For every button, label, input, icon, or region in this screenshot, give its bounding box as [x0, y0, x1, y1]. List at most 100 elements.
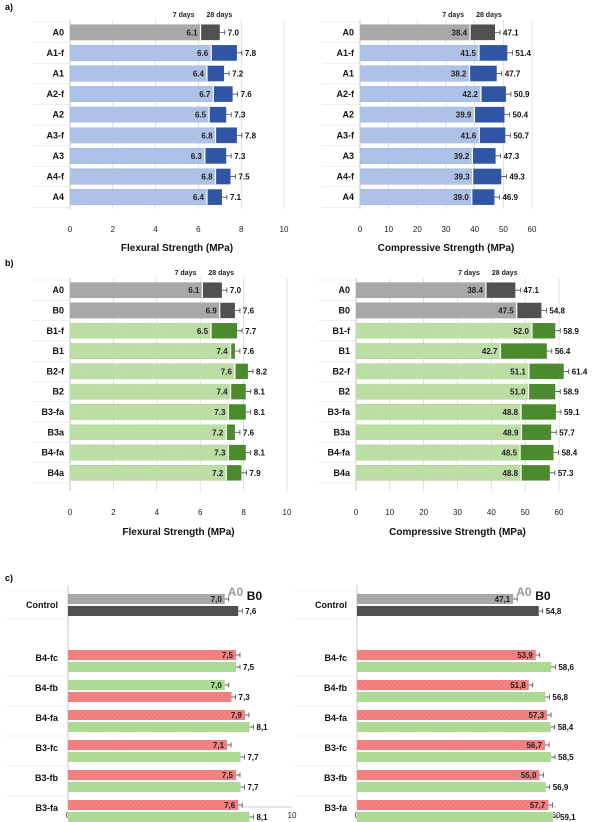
bar-control-a0: [68, 594, 225, 604]
x-tick-label: 8: [239, 225, 244, 234]
panel-label: c): [5, 573, 13, 583]
bar-7-days-texture: [70, 86, 214, 102]
data-label: 8,1: [256, 723, 268, 732]
error-bar: [247, 368, 254, 374]
data-label: 7,6: [224, 801, 236, 810]
data-label-28-days: 51.4: [515, 49, 531, 58]
panel-label: b): [5, 258, 14, 268]
data-label-7-days: 42.7: [482, 347, 498, 356]
bar-7-days-texture: [70, 45, 212, 61]
bar-series-2-texture: [357, 812, 554, 822]
data-label-28-days: 47.1: [523, 286, 539, 295]
category-label: B3-fa: [327, 407, 350, 417]
data-label-28-days: 7.3: [234, 152, 246, 161]
category-label: B1-f: [47, 326, 66, 336]
error-bar: [232, 91, 238, 97]
x-tick-label: 10: [283, 508, 292, 517]
data-label: 57,3: [528, 711, 544, 720]
category-label: Control: [26, 600, 58, 610]
category-label: A3: [52, 151, 64, 161]
bar-series-2-texture: [68, 722, 250, 732]
data-label-28-days: 7.7: [245, 327, 257, 336]
error-bar: [538, 608, 544, 614]
error-bar: [230, 174, 236, 179]
error-bar: [505, 91, 512, 97]
error-bar: [501, 174, 507, 179]
category-label: A2: [52, 110, 64, 120]
data-label: 54,8: [546, 607, 562, 616]
category-label: A4-f: [337, 172, 356, 182]
x-tick-label: 60: [528, 225, 537, 234]
bar-7-days-texture: [360, 127, 480, 144]
category-label: B1: [338, 346, 350, 356]
data-label-28-days: 8.1: [254, 449, 266, 458]
bar-7-days-texture: [356, 424, 522, 440]
category-label: A3-f: [47, 130, 66, 140]
error-bar: [221, 194, 228, 200]
data-label-7-days: 39.3: [454, 173, 470, 182]
data-label-28-days: 8.2: [256, 367, 268, 376]
data-label-28-days: 47.3: [504, 152, 520, 161]
bar-7-days-texture: [70, 363, 235, 380]
category-label: A4: [342, 192, 354, 202]
data-label-7-days: 7.3: [214, 408, 226, 417]
x-tick-label: 4: [153, 225, 158, 234]
error-bar: [541, 307, 547, 313]
error-bar: [219, 29, 226, 35]
reference-label-a0: A0: [516, 585, 532, 599]
legend-28-days: 28 days: [208, 270, 234, 277]
category-label: B4-fc: [324, 653, 347, 663]
error-bar: [551, 754, 556, 760]
data-label: 58,4: [558, 723, 574, 732]
bar-7-days-texture: [70, 168, 216, 185]
error-bar: [238, 608, 243, 614]
error-bar: [547, 712, 552, 718]
x-tick-label: 0: [354, 508, 359, 517]
data-label-28-days: 47.1: [503, 28, 519, 37]
error-bar: [224, 682, 230, 688]
data-label-28-days: 7.2: [232, 70, 244, 79]
x-tick-label: 10: [385, 508, 394, 517]
error-bar: [245, 450, 252, 456]
bar-series-1-texture: [357, 710, 548, 720]
bar-7-days-texture: [70, 465, 227, 481]
data-label: 59,1: [560, 813, 576, 822]
bar-7-days-texture: [70, 65, 207, 82]
data-label-7-days: 7.3: [214, 449, 226, 458]
data-label-28-days: 47.7: [505, 70, 521, 79]
error-bar: [505, 132, 511, 138]
data-label-28-days: 7.6: [243, 347, 255, 356]
data-label-28-days: 59.1: [564, 408, 580, 417]
data-label-7-days: 38.2: [451, 70, 467, 79]
bar-7-days-texture: [360, 148, 473, 164]
category-label: A1-f: [337, 48, 356, 58]
bar-control-b0: [357, 606, 539, 616]
bar-series-2-texture: [68, 752, 241, 762]
data-label: 56,8: [552, 693, 568, 702]
data-label-7-days: 48.5: [502, 449, 518, 458]
data-label: 7,1: [213, 741, 225, 750]
data-label-28-days: 49.3: [509, 173, 525, 182]
category-label: A1-f: [47, 48, 66, 58]
data-label-7-days: 48.8: [503, 408, 519, 417]
category-label: B4-fa: [41, 448, 64, 458]
category-label: B0: [338, 305, 350, 315]
chart-panel-3: b) 0 2 4 6 8 10 7 days 28 days A0 6.1 7.0 B0 6.9 7.6 B1…: [5, 258, 292, 538]
category-label: B3-fa: [324, 803, 347, 813]
error-bar: [231, 694, 236, 700]
x-axis-title: Compressive Strength (MPa): [389, 527, 526, 538]
data-label-7-days: 7.2: [212, 469, 224, 478]
category-label: B4-fa: [327, 448, 350, 458]
data-label-28-days: 50.7: [513, 131, 529, 140]
reference-label-b0: B0: [247, 589, 263, 603]
data-label-7-days: 6.6: [197, 49, 209, 58]
data-label-7-days: 6.1: [186, 28, 198, 37]
chart-panel-2: 0 10 20 30 40 50 60 7 days 28 days A0 38.4 47.1 A1-f…: [322, 12, 537, 254]
category-label: B2-f: [47, 366, 66, 376]
data-label: 7,5: [243, 663, 255, 672]
data-label-28-days: 7.1: [230, 193, 242, 202]
error-bar: [494, 194, 500, 200]
error-bar: [528, 682, 534, 688]
x-axis-title: Flexural Strength (MPa): [122, 527, 234, 538]
